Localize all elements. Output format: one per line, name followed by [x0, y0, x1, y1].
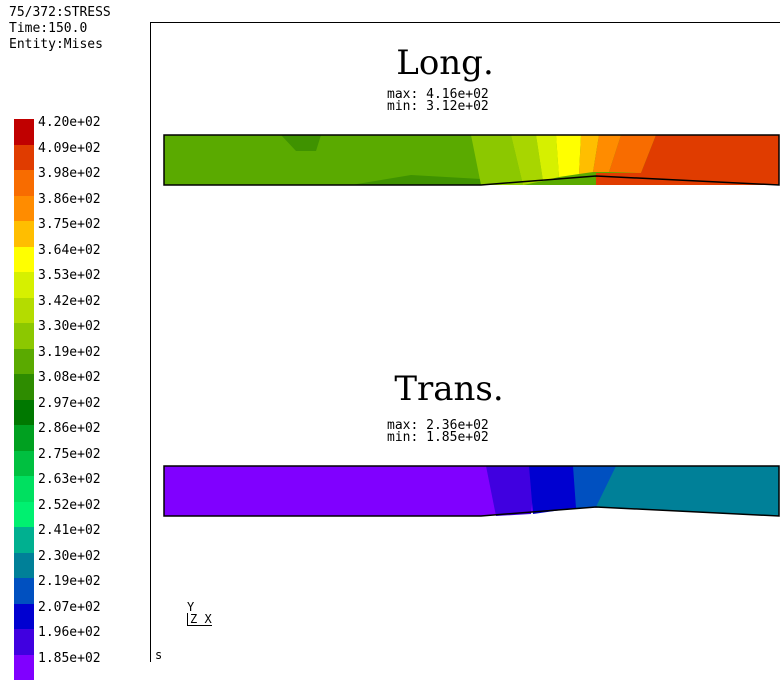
legend-value: 2.07e+02: [38, 601, 101, 615]
legend-swatch: [14, 170, 34, 196]
legend-swatch: [14, 196, 34, 222]
legend-value: 2.30e+02: [38, 550, 101, 564]
legend-entry: 1.85e+02: [14, 655, 144, 680]
legend-swatch: [14, 527, 34, 553]
legend-swatch: [14, 578, 34, 604]
legend-value: 2.41e+02: [38, 524, 101, 538]
legend-value: 2.86e+02: [38, 422, 101, 436]
legend-swatch: [14, 145, 34, 171]
legend-swatch: [14, 476, 34, 502]
legend-swatch: [14, 272, 34, 298]
legend-swatch: [14, 323, 34, 349]
legend-value: 3.30e+02: [38, 320, 101, 334]
long-min: min: 3.12e+02: [387, 101, 489, 113]
legend-value: 1.85e+02: [38, 652, 101, 666]
legend-value: 3.64e+02: [38, 244, 101, 258]
legend-swatch: [14, 298, 34, 324]
legend-swatch: [14, 374, 34, 400]
axis-triad: Y Z X: [187, 601, 212, 626]
trans-region-3: [529, 466, 579, 514]
legend-value: 3.86e+02: [38, 193, 101, 207]
legend-value: 3.53e+02: [38, 269, 101, 283]
legend-swatch: [14, 553, 34, 579]
legend-value: 2.75e+02: [38, 448, 101, 462]
legend-value: 3.75e+02: [38, 218, 101, 232]
legend-value: 3.42e+02: [38, 295, 101, 309]
legend-swatch: [14, 655, 34, 680]
legend-value: 4.09e+02: [38, 142, 101, 156]
legend-value: 2.19e+02: [38, 575, 101, 589]
legend-swatch: [14, 502, 34, 528]
legend-value: 2.52e+02: [38, 499, 101, 513]
legend-swatch: [14, 221, 34, 247]
long-region-5: [556, 135, 581, 177]
legend-value: 2.63e+02: [38, 473, 101, 487]
legend-value: 1.96e+02: [38, 626, 101, 640]
legend-swatch: [14, 400, 34, 426]
legend-swatch: [14, 425, 34, 451]
long-title: Long.: [295, 43, 595, 83]
legend-swatch: [14, 119, 34, 145]
long-part[interactable]: [164, 135, 779, 185]
step-info: 75/372:STRESS: [9, 5, 111, 21]
legend-swatch: [14, 349, 34, 375]
corner-label: s: [155, 648, 162, 662]
legend-value: 3.19e+02: [38, 346, 101, 360]
legend-swatch: [14, 629, 34, 655]
trans-part[interactable]: [164, 466, 779, 516]
legend-swatch: [14, 247, 34, 273]
legend-value: 4.20e+02: [38, 116, 101, 130]
triad-zx-label: Z X: [187, 613, 212, 626]
legend-value: 3.08e+02: [38, 371, 101, 385]
legend-value: 3.98e+02: [38, 167, 101, 181]
legend-swatch: [14, 604, 34, 630]
entity-info: Entity:Mises: [9, 37, 111, 53]
time-info: Time:150.0: [9, 21, 111, 37]
trans-title: Trans.: [299, 369, 599, 409]
legend-swatch: [14, 451, 34, 477]
trans-min: min: 1.85e+02: [387, 432, 489, 444]
model-view: [151, 23, 780, 663]
legend-value: 2.97e+02: [38, 397, 101, 411]
